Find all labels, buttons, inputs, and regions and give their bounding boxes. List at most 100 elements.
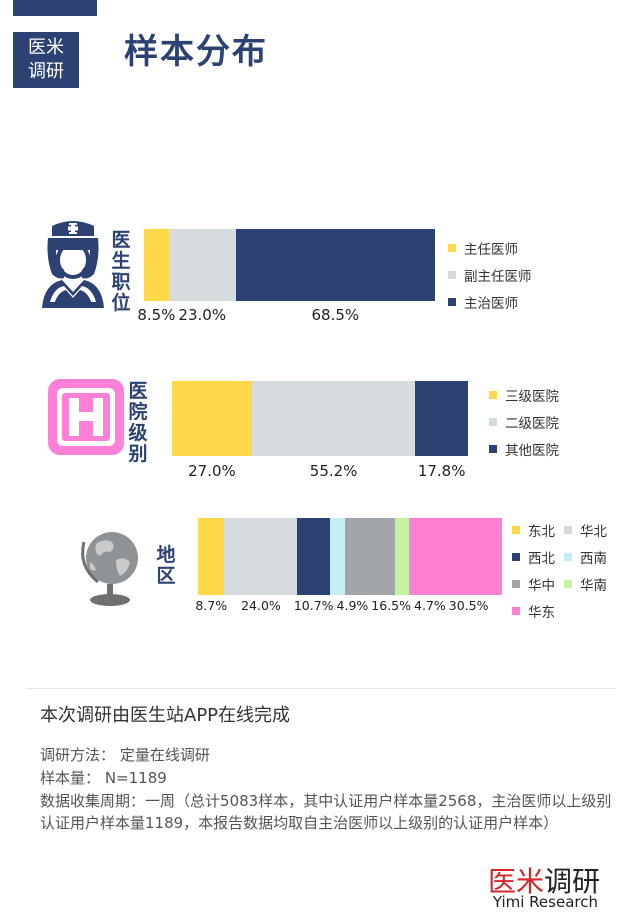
- bar-segment-2: [251, 381, 416, 456]
- brand-logo-en: Yimi Research: [492, 893, 598, 911]
- period-value: 一周（总计5083样本，其中认证用户样本量2568，主治医师以上级别认证用户样本…: [40, 792, 612, 832]
- legend-item: 华南: [564, 574, 616, 594]
- bar-segment-3: [415, 381, 468, 456]
- chart2-title: 医院级别: [128, 380, 148, 465]
- legend-label: 主任医师: [464, 242, 518, 258]
- legend-item: 副主任医师: [448, 265, 598, 285]
- bar-segment-4: [329, 518, 345, 595]
- bar-segment-3: [297, 518, 330, 595]
- legend-swatch: [489, 418, 497, 426]
- bar-segment-6: [394, 518, 410, 595]
- method-value: 定量在线调研: [119, 746, 210, 764]
- percent-label-4: 4.9%: [336, 598, 369, 613]
- legend-label: 三级医院: [505, 389, 559, 405]
- legend-swatch: [512, 580, 520, 588]
- sample-value: N=1189: [104, 769, 167, 787]
- legend-label: 华南: [580, 578, 607, 594]
- percent-label-2: 23.0%: [178, 306, 227, 324]
- bar-segment-1: [198, 518, 225, 595]
- percent-label-7: 30.5%: [448, 598, 489, 613]
- legend-swatch: [564, 526, 572, 534]
- chart3-stacked-bar: [198, 518, 502, 595]
- chart3-title: 地区: [156, 544, 176, 587]
- legend-item: 西南: [564, 547, 616, 567]
- nurse-icon: [42, 221, 104, 308]
- chart3-percent-labels: 8.7% 24.0% 10.7% 4.9% 16.5% 4.7% 30.5%: [190, 598, 510, 618]
- period-line: 数据收集周期：一周（总计5083样本，其中认证用户样本量2568，主治医师以上级…: [40, 792, 612, 832]
- legend-item: 华北: [564, 520, 616, 540]
- brand-cn-part-a: 医米: [487, 865, 544, 898]
- section-divider: [26, 688, 616, 689]
- chart2-percent-labels: 27.0% 55.2% 17.8%: [172, 462, 468, 482]
- percent-label-6: 4.7%: [414, 598, 446, 613]
- legend-swatch: [448, 298, 456, 306]
- legend-label: 副主任医师: [464, 269, 532, 285]
- badge-line-2: 调研: [28, 61, 64, 82]
- bar-segment-3: [235, 229, 435, 301]
- percent-label-2: 55.2%: [309, 462, 358, 480]
- method-label: 调研方法: [40, 746, 101, 764]
- legend-swatch: [448, 244, 456, 252]
- legend-label: 其他医院: [505, 443, 559, 459]
- chart1-title: 医生职位: [111, 229, 131, 314]
- percent-label-1: 8.7%: [195, 598, 228, 613]
- percent-label-3: 17.8%: [417, 462, 466, 480]
- sample-line: 样本量： N=1189: [40, 769, 167, 787]
- hospital-h-icon: [48, 379, 124, 455]
- legend-swatch: [448, 271, 456, 279]
- bar-segment-2: [168, 229, 236, 301]
- legend-swatch: [512, 553, 520, 561]
- page-title: 样本分布: [124, 32, 268, 72]
- legend-item: 三级医院: [489, 385, 609, 405]
- brand-logo-cn: 医米调研: [488, 860, 600, 900]
- legend-item: 华东: [512, 601, 564, 621]
- percent-label-3: 10.7%: [293, 598, 334, 613]
- badge-line-1: 医米: [28, 37, 64, 58]
- legend-label: 西北: [528, 551, 555, 567]
- bar-segment-7: [409, 518, 502, 595]
- legend-swatch: [512, 607, 520, 615]
- bar-segment-2: [224, 518, 298, 595]
- top-accent-bar: [13, 0, 97, 16]
- percent-label-1: 27.0%: [188, 462, 236, 480]
- legend-swatch: [564, 553, 572, 561]
- legend-item: 东北: [512, 520, 564, 540]
- bar-segment-1: [144, 229, 169, 301]
- globe-icon: [81, 532, 138, 606]
- legend-label: 华中: [528, 578, 555, 594]
- chart1-stacked-bar: [144, 229, 435, 301]
- percent-label-1: 8.5%: [137, 306, 176, 324]
- legend-label: 主治医师: [464, 296, 518, 312]
- percent-label-3: 68.5%: [311, 306, 360, 324]
- bar-segment-5: [344, 518, 395, 595]
- legend-label: 二级医院: [505, 416, 559, 432]
- legend-item: 华中: [512, 574, 564, 594]
- legend-item: 其他医院: [489, 439, 609, 459]
- percent-label-2: 24.0%: [241, 598, 281, 613]
- chart2-stacked-bar: [172, 381, 468, 456]
- legend-label: 东北: [528, 524, 555, 540]
- legend-label: 华东: [528, 605, 555, 621]
- legend-label: 西南: [580, 551, 607, 567]
- legend-item: 二级医院: [489, 412, 609, 432]
- period-label: 数据收集周期: [40, 792, 131, 810]
- legend-item: 西北: [512, 547, 564, 567]
- legend-label: 华北: [580, 524, 607, 540]
- sample-label: 样本量: [40, 769, 86, 787]
- chart1-percent-labels: 8.5% 23.0% 68.5%: [137, 306, 435, 326]
- legend-item: 主治医师: [448, 292, 598, 312]
- survey-note-title: 本次调研由医生站APP在线完成: [40, 705, 291, 726]
- chart3-legend: 东北 华北西北 西南华中 华南华东: [512, 520, 632, 621]
- method-line: 调研方法： 定量在线调研: [40, 746, 210, 764]
- legend-item: 主任医师: [448, 238, 598, 258]
- legend-swatch: [512, 526, 520, 534]
- legend-swatch: [489, 391, 497, 399]
- legend-swatch: [564, 580, 572, 588]
- percent-label-5: 16.5%: [371, 598, 412, 613]
- brand-cn-part-b: 调研: [543, 865, 600, 898]
- chart1-legend: 主任医师副主任医师主治医师: [448, 238, 598, 319]
- bar-segment-1: [172, 381, 252, 456]
- legend-swatch: [489, 445, 497, 453]
- chart2-legend: 三级医院二级医院其他医院: [489, 385, 609, 466]
- brand-badge: 医米 调研: [13, 32, 79, 88]
